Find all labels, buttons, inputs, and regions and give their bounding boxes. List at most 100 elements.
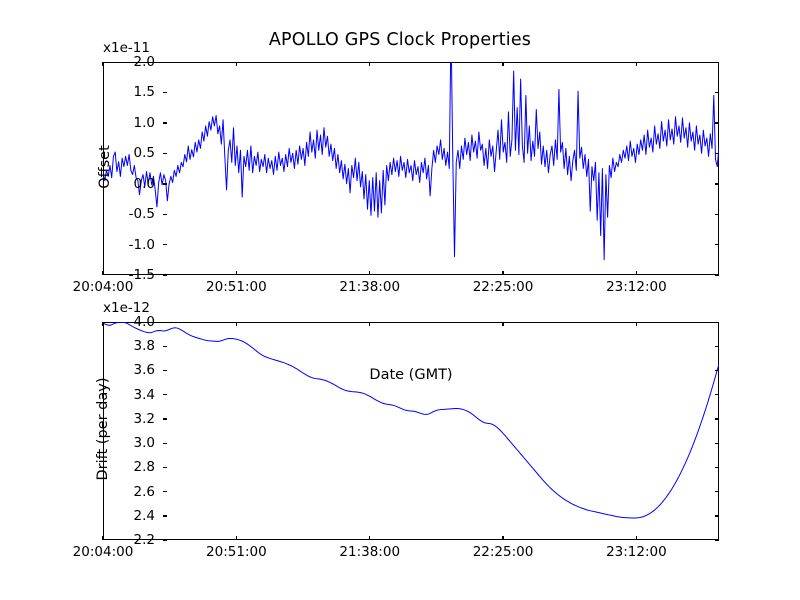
offset-ytick-mark [163, 91, 167, 94]
drift-xtick-mark [235, 536, 237, 540]
offset-xtick-labels: 20:04:00 20:51:00 21:38:00 22:25:00 23:12:00 [73, 271, 719, 301]
offset-xtick-mark-top [502, 62, 504, 66]
drift-ytick-label: 3.2 [133, 410, 155, 427]
offset-xtick-mark-top [369, 62, 371, 66]
offset-ytick-label: 0.0 [133, 175, 155, 192]
drift-xtick-label: 22:25:00 [472, 544, 534, 560]
offset-ytick-mark-right [715, 152, 719, 155]
drift-ytick-label: 3.8 [133, 338, 155, 355]
offset-ytick-label: -1.0 [128, 236, 155, 253]
drift-ytick-mark [163, 539, 167, 541]
offset-ytick-label: 0.5 [133, 145, 155, 162]
offset-ytick-mark [163, 244, 167, 246]
offset-ytick-label: -1.5 [128, 267, 155, 283]
offset-y-exponent-label: x1e-11 [103, 40, 150, 56]
offset-ytick-mark-right [715, 61, 719, 63]
drift-ytick-label: 2.8 [133, 459, 155, 476]
drift-ytick-mark-right [715, 442, 719, 444]
drift-ytick-mark [163, 466, 167, 469]
drift-ytick-mark [163, 369, 167, 372]
offset-ytick-label: -0.5 [128, 206, 155, 223]
drift-plot-axes: 4.0 3.8 3.6 3.4 3.2 3.0 2.8 2.6 2.4 2.2 20:04:00 2… [73, 314, 719, 560]
drift-ytick-mark-right [715, 466, 719, 469]
offset-ytick-mark-right [715, 274, 719, 276]
drift-ytick-mark [163, 491, 167, 493]
drift-ytick-mark-right [715, 321, 719, 323]
drift-ytick-label: 3.4 [133, 386, 155, 403]
drift-y-exponent-label: x1e-12 [103, 300, 150, 316]
offset-ytick-label: 1.0 [133, 114, 155, 131]
offset-plot-axes: 2.0 1.5 1.0 0.5 0.0 -0.5 -1.0 -1.5 20:04:00 20:5… [73, 54, 719, 295]
drift-ytick-mark-right [715, 418, 719, 420]
drift-xtick-mark-top [502, 322, 504, 326]
offset-ytick-mark [163, 274, 167, 276]
offset-ytick-mark [163, 213, 167, 215]
offset-xtick-label: 21:38:00 [339, 279, 401, 295]
drift-xtick-mark-top [235, 322, 237, 326]
offset-ytick-mark [163, 183, 167, 185]
offset-ytick-mark [163, 61, 167, 63]
offset-xtick-mark-top [235, 62, 237, 66]
date-axis-label: Date (GMT) [369, 367, 453, 383]
offset-ytick-mark [163, 152, 167, 155]
offset-ytick-mark-right [715, 183, 719, 185]
offset-xtick-label: 22:25:00 [472, 279, 534, 295]
drift-xtick-mark-top [369, 322, 371, 326]
offset-xtick-mark-top [102, 62, 104, 66]
drift-ytick-mark-right [715, 491, 719, 493]
page-title: APOLLO GPS Clock Properties [268, 30, 532, 50]
offset-ytick-mark-right [715, 122, 719, 124]
offset-xtick-mark [369, 271, 371, 275]
offset-ytick-label: 2.0 [133, 54, 155, 70]
offset-ytick-mark-right [715, 244, 719, 246]
drift-ytick-mark [163, 321, 167, 323]
drift-xtick-mark [102, 536, 104, 540]
offset-xtick-mark [635, 271, 638, 275]
offset-ytick-mark-right [715, 213, 719, 215]
drift-xtick-mark [369, 536, 371, 540]
drift-xtick-label: 20:04:00 [72, 544, 134, 560]
drift-ytick-mark-right [715, 369, 719, 372]
offset-xtick-mark [102, 271, 104, 275]
drift-ytick-label: 3.6 [133, 362, 155, 379]
drift-xtick-label: 20:51:00 [206, 544, 267, 560]
drift-ytick-label: 3.0 [133, 435, 155, 452]
drift-xtick-mark-top [102, 322, 104, 326]
drift-ytick-mark [163, 345, 167, 348]
offset-xtick-mark-top [635, 62, 638, 66]
drift-series-line [103, 322, 719, 540]
drift-ytick-mark-right [715, 394, 719, 396]
offset-xtick-label: 23:12:00 [606, 279, 667, 295]
drift-xtick-labels: 20:04:00 20:51:00 21:38:00 22:25:00 23:12:00 [73, 536, 719, 566]
drift-xtick-mark [502, 536, 504, 540]
drift-xtick-mark [635, 536, 638, 540]
offset-xtick-label: 20:04:00 [72, 279, 134, 295]
drift-xtick-label: 23:12:00 [606, 544, 667, 560]
offset-ytick-mark [163, 122, 167, 124]
drift-ytick-label: 2.4 [133, 507, 155, 524]
offset-xtick-mark [235, 271, 237, 275]
offset-xtick-mark [502, 271, 504, 275]
offset-series-line [103, 62, 719, 275]
drift-ytick-label: 2.6 [133, 483, 155, 500]
drift-ytick-mark [163, 394, 167, 396]
drift-plot-frame [103, 322, 719, 540]
drift-ytick-label: 2.2 [133, 532, 155, 548]
drift-ytick-mark [163, 515, 167, 517]
offset-ytick-mark-right [715, 91, 719, 94]
drift-xtick-label: 21:38:00 [339, 544, 401, 560]
drift-ytick-mark-right [715, 345, 719, 348]
offset-ytick-labels: 2.0 1.5 1.0 0.5 0.0 -0.5 -1.0 -1.5 [95, 54, 167, 283]
drift-ytick-mark-right [715, 539, 719, 541]
drift-ytick-label: 4.0 [133, 314, 155, 330]
drift-axis-label: Drift (per day) [95, 377, 111, 481]
offset-ytick-label: 1.5 [133, 84, 155, 101]
drift-xtick-mark-top [635, 322, 638, 326]
drift-ytick-labels: 4.0 3.8 3.6 3.4 3.2 3.0 2.8 2.6 2.4 2.2 [95, 314, 167, 548]
offset-xtick-label: 20:51:00 [206, 279, 267, 295]
drift-ytick-mark-right [715, 515, 719, 517]
offset-axis-label: Offset [97, 144, 113, 189]
drift-ytick-mark [163, 442, 167, 444]
drift-ytick-mark [163, 418, 167, 420]
